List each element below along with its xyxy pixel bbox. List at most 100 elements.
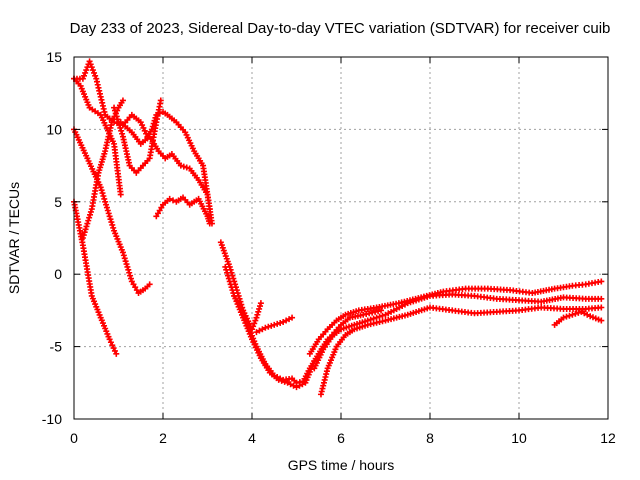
data-point [87, 211, 94, 218]
x-tick-label: 10 [511, 430, 527, 446]
data-point [117, 191, 124, 198]
data-point [86, 214, 93, 221]
data-point [598, 317, 605, 324]
data-point [87, 61, 94, 68]
data-point [104, 207, 111, 214]
series-track-1 [71, 198, 120, 357]
data-point [268, 322, 275, 329]
data-point [281, 378, 288, 385]
y-tick-label: 15 [46, 49, 62, 65]
data-point [251, 320, 258, 327]
data-point [370, 315, 377, 322]
y-tick-label: 0 [54, 266, 62, 282]
data-point [99, 190, 106, 197]
y-tick-label: 5 [54, 194, 62, 210]
data-point [146, 281, 153, 288]
series-track-14 [311, 291, 605, 372]
data-point [257, 300, 264, 307]
data-point [82, 226, 89, 233]
data-point [183, 164, 190, 171]
data-point [271, 321, 278, 328]
y-tick-label: 10 [46, 121, 62, 137]
data-point [82, 69, 89, 76]
data-point [230, 290, 237, 297]
data-point [121, 255, 128, 262]
data-point [107, 216, 114, 223]
data-point [157, 97, 164, 104]
data-point [80, 232, 87, 239]
data-point [262, 324, 269, 331]
data-point [119, 249, 126, 256]
data-point [119, 130, 126, 137]
series-track-15 [306, 278, 605, 357]
data-point [227, 281, 234, 288]
data-point [379, 312, 386, 319]
data-point [103, 204, 110, 211]
data-point [101, 195, 108, 202]
data-point [79, 235, 86, 241]
x-axis-label: GPS time / hours [288, 457, 395, 473]
series-track-7 [111, 97, 164, 176]
data-point [120, 252, 127, 259]
data-point [566, 312, 573, 319]
series-track-13 [317, 304, 605, 398]
grid-lines [74, 57, 608, 419]
data-point [289, 314, 296, 321]
chart-title: Day 233 of 2023, Sidereal Day-to-day VTE… [70, 20, 611, 37]
data-point [222, 263, 229, 270]
x-tick-label: 8 [426, 430, 434, 446]
data-point [111, 107, 118, 114]
data-point [127, 275, 134, 282]
data-point [126, 269, 133, 276]
axes: 0 2 4 6 8 10 12 -10 -5 0 5 10 15 [42, 49, 616, 446]
data-point [112, 110, 119, 117]
data-point [277, 319, 284, 326]
data-point [256, 305, 263, 312]
series-track-16 [551, 308, 605, 328]
data-point [257, 303, 264, 310]
data-point [598, 278, 605, 285]
data-point [110, 224, 117, 231]
data-point [177, 162, 184, 169]
data-point [79, 75, 86, 82]
data-point [86, 58, 93, 65]
data-point [103, 201, 110, 208]
y-tick-label: -10 [42, 411, 62, 427]
data-point [373, 314, 380, 321]
data-point [113, 113, 120, 120]
data-point [97, 184, 104, 191]
data-point [228, 284, 235, 291]
data-point [125, 266, 132, 273]
x-tick-label: 12 [600, 430, 616, 446]
y-tick-label: -5 [50, 339, 63, 355]
data-point [254, 311, 261, 318]
data-point [123, 261, 130, 268]
data-point [166, 195, 173, 202]
data-point [85, 217, 92, 224]
data-point [275, 376, 282, 383]
data-point [563, 313, 570, 320]
data-point [116, 122, 123, 129]
data-point [255, 308, 262, 315]
data-point [105, 210, 112, 217]
data-point [223, 266, 230, 273]
data-point [367, 316, 374, 323]
series-track-8 [153, 194, 213, 227]
data-point [226, 278, 233, 285]
data-point [87, 208, 94, 215]
series-track-12 [253, 314, 296, 336]
data-point [109, 221, 116, 228]
data-point [252, 317, 259, 324]
data-point [84, 220, 91, 227]
data-point [598, 295, 605, 302]
data-point [250, 323, 257, 330]
data-point [575, 309, 582, 316]
data-point [91, 69, 98, 76]
data-point [127, 272, 134, 279]
data-point [572, 310, 579, 317]
data-point [253, 314, 260, 321]
data-point [92, 72, 99, 79]
data-point [124, 263, 131, 270]
